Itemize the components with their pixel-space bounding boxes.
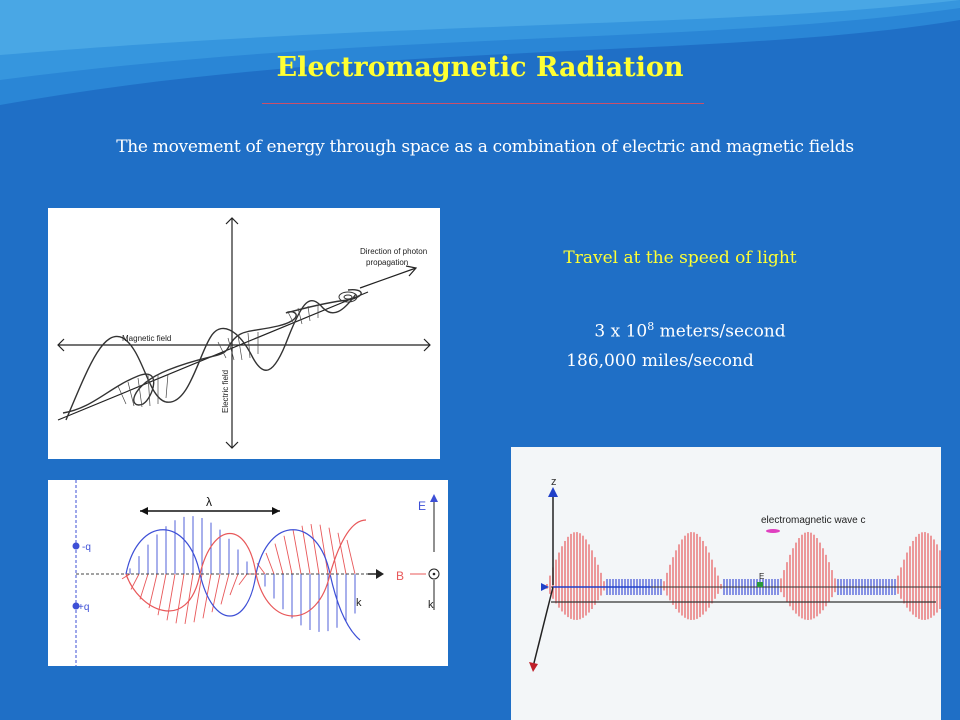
wave-caption: electromagnetic wave c <box>761 515 866 526</box>
magnetic-field-label: Magnetic field <box>122 334 171 343</box>
photon-propagation-figure: Magnetic field Direction of photon propa… <box>48 208 440 459</box>
speed-imperial: 186,000 miles/second <box>566 351 754 371</box>
lambda-label: λ <box>206 495 212 509</box>
speed-metric-suffix: meters/second <box>654 321 786 342</box>
e-b-field-wave-diagram: λ -q +q k E B k <box>72 480 440 666</box>
electromagnetic-wave-3d-figure: z electromagnetic wave c E <box>511 447 941 720</box>
header-swoosh <box>0 0 960 105</box>
direction-label-2: propagation <box>366 258 408 267</box>
z-axis-label: z <box>551 476 557 488</box>
e-vector-label: E <box>418 499 426 513</box>
k-label: k <box>356 597 362 609</box>
wave-stripes <box>546 532 941 620</box>
speed-heading: Travel at the speed of light <box>563 248 797 268</box>
b-vector-label: B <box>396 569 404 583</box>
slide-title: Electromagnetic Radiation <box>276 52 684 83</box>
photon-propagation-diagram: Magnetic field Direction of photon propa… <box>57 217 431 449</box>
e-b-field-wave-figure: λ -q +q k E B k <box>48 480 448 666</box>
speed-metric-prefix: 3 x 10 <box>594 321 648 342</box>
title-divider <box>262 103 704 104</box>
k-vector-label: k <box>428 599 434 611</box>
plus-q-label: +q <box>78 602 89 613</box>
electric-field-label: Electric field <box>221 370 230 413</box>
minus-q-label: -q <box>82 542 91 553</box>
direction-label-1: Direction of photon <box>360 247 427 256</box>
speed-metric: 3 x 108 meters/second <box>520 320 860 342</box>
e-marker-label: E <box>759 572 764 581</box>
speed-metric-exponent: 8 <box>647 320 655 333</box>
electromagnetic-wave-3d-render: z electromagnetic wave c E <box>529 476 941 672</box>
definition-text: The movement of energy through space as … <box>116 137 854 157</box>
